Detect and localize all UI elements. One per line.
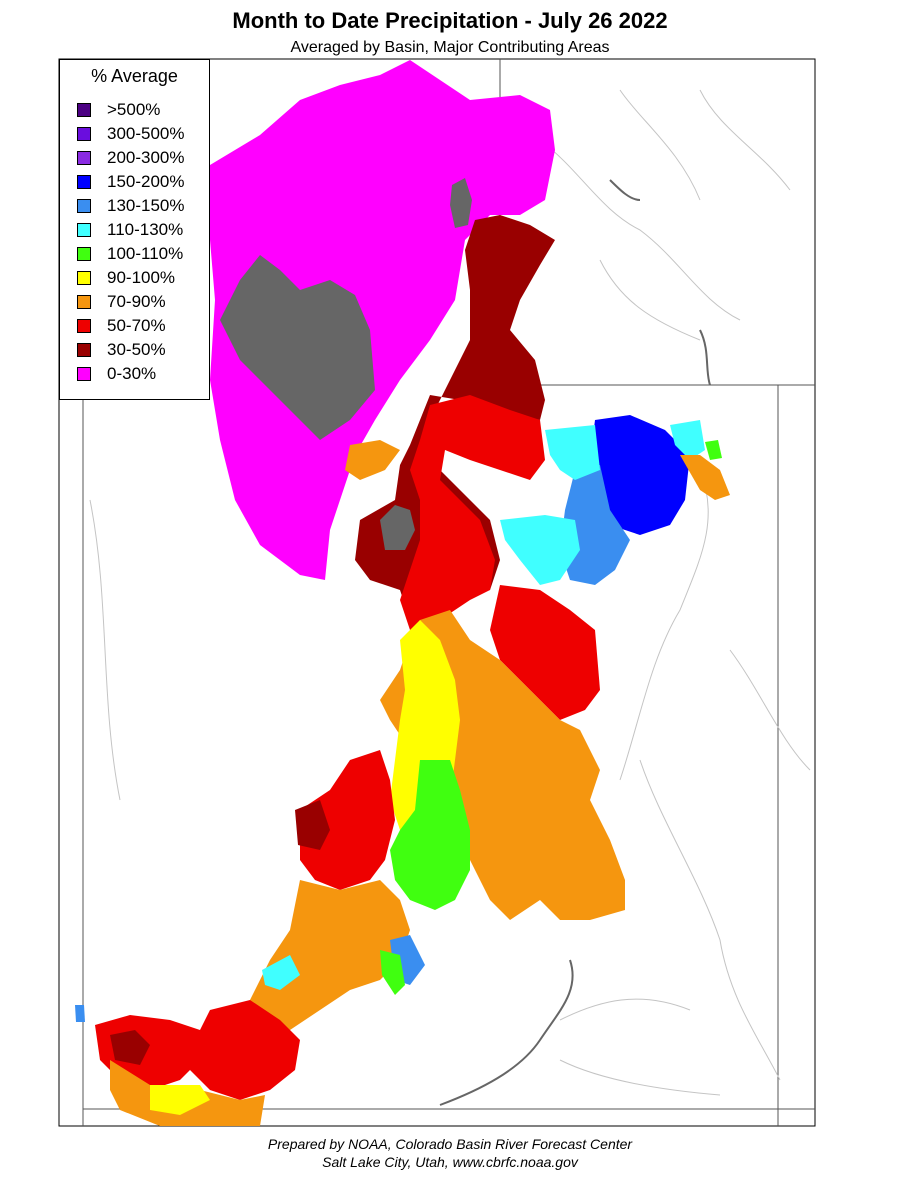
legend-label: >500% xyxy=(107,100,161,119)
legend-swatch xyxy=(77,127,91,141)
legend-swatch xyxy=(77,151,91,165)
no-data-areas xyxy=(220,178,472,550)
region-110-130-south xyxy=(262,955,300,990)
legend-swatch xyxy=(77,319,91,333)
region-100-110-south xyxy=(380,950,405,995)
legend-swatch xyxy=(77,175,91,189)
legend-title: % Average xyxy=(91,66,178,86)
legend-item-30-50: 30-50% xyxy=(77,338,166,362)
background-watersheds xyxy=(89,89,811,1096)
legend-label: 300-500% xyxy=(107,124,185,143)
bear-lake xyxy=(450,178,472,228)
map-title: Month to Date Precipitation - July 26 20… xyxy=(232,8,668,33)
region-150-200-east xyxy=(590,415,690,535)
region-130-150-farwest xyxy=(75,1005,85,1022)
region-100-110-central xyxy=(390,760,470,910)
region-130-150-east xyxy=(560,465,630,585)
region-50-70-north xyxy=(400,395,545,630)
legend-item-110-130: 110-130% xyxy=(77,218,183,242)
legend-swatch xyxy=(77,103,91,117)
legend-item-50-70: 50-70% xyxy=(77,314,166,338)
legend-item-130-150: 130-150% xyxy=(77,194,185,218)
legend-label: 110-130% xyxy=(107,220,184,239)
legend-item-0-30: 0-30% xyxy=(77,362,156,386)
great-salt-lake xyxy=(220,255,375,440)
region-30-50-west xyxy=(295,800,330,850)
legend-item-150-200: 150-200% xyxy=(77,170,185,194)
legend-swatch xyxy=(77,271,91,285)
legend-label: 30-50% xyxy=(107,340,166,359)
legend-label: 130-150% xyxy=(107,196,185,215)
legend-swatch xyxy=(77,343,91,357)
legend-label: 90-100% xyxy=(107,268,176,287)
legend-item-90-100: 90-100% xyxy=(77,266,175,290)
legend-item-500-plus: >500% xyxy=(77,98,160,122)
legend-item-70-90: 70-90% xyxy=(77,290,166,314)
legend-label: 100-110% xyxy=(107,244,184,263)
map-subtitle: Averaged by Basin, Major Contributing Ar… xyxy=(290,39,610,56)
region-30-50-southwest xyxy=(110,1030,150,1065)
legend-item-300-500: 300-500% xyxy=(77,122,185,146)
legend-swatch xyxy=(77,247,91,261)
utah-lake xyxy=(380,505,415,550)
region-110-130-east2 xyxy=(500,515,580,585)
basin-regions xyxy=(75,60,730,1126)
legend-item-200-300: 200-300% xyxy=(77,146,185,170)
legend-label: 200-300% xyxy=(107,148,185,167)
region-100-110-east xyxy=(705,440,722,460)
reservoir-lines xyxy=(439,179,711,1106)
legend: % Average >500% 300-500% 200-300% 150-20… xyxy=(59,59,210,400)
region-70-90-north xyxy=(345,440,400,480)
legend-label: 70-90% xyxy=(107,292,166,311)
region-50-70-central xyxy=(490,585,600,720)
credit-line-1: Prepared by NOAA, Colorado Basin River F… xyxy=(267,1136,633,1152)
region-110-130-east xyxy=(545,425,600,480)
map-frame xyxy=(58,58,816,1127)
legend-swatch xyxy=(77,223,91,237)
legend-swatch xyxy=(77,367,91,381)
legend-swatch xyxy=(77,295,91,309)
legend-label: 50-70% xyxy=(107,316,166,335)
legend-item-100-110: 100-110% xyxy=(77,242,183,266)
region-50-70-south xyxy=(190,1000,300,1100)
credit-line-2: Salt Lake City, Utah, www.cbrfc.noaa.gov xyxy=(322,1154,578,1170)
region-50-70-west xyxy=(300,750,395,890)
legend-swatch xyxy=(77,199,91,213)
legend-label: 0-30% xyxy=(107,364,157,383)
legend-label: 150-200% xyxy=(107,172,185,191)
region-70-90-east xyxy=(680,455,730,500)
region-70-90-south xyxy=(240,880,410,1040)
region-90-100-southwest xyxy=(150,1085,210,1115)
region-110-130-northeast xyxy=(670,420,705,460)
